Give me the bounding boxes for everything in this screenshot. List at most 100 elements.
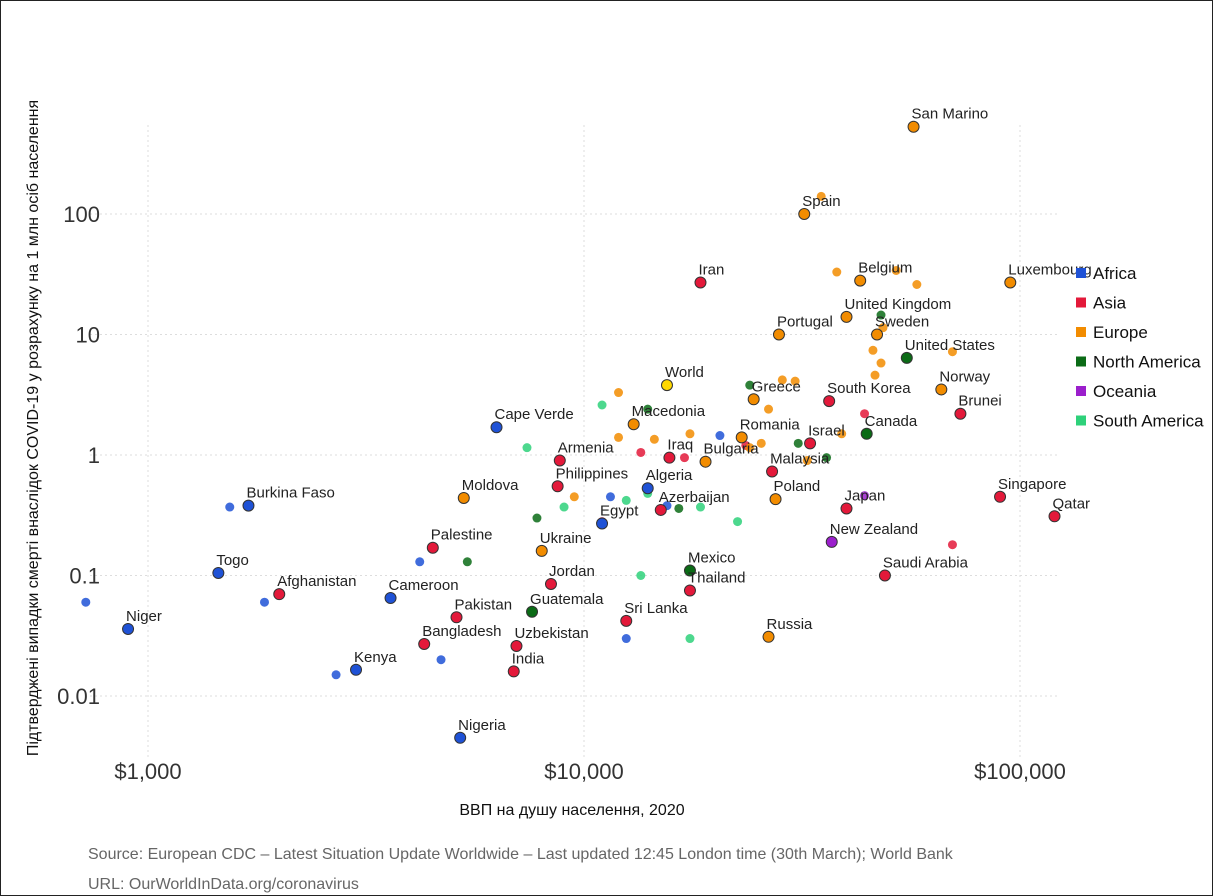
data-point [854,274,867,287]
point-label: Afghanistan [277,573,356,590]
data-point [122,622,135,635]
y-tick-label: 1 [88,443,100,468]
data-point [654,503,667,516]
point-label: Moldova [462,477,519,494]
point-label: Japan [844,487,885,504]
x-tick-label: $10,000 [544,759,624,784]
data-point [81,597,91,607]
point-label: Israel [808,422,845,439]
point-label: New Zealand [830,521,918,538]
point-label: Romania [740,416,801,433]
data-point [621,495,631,505]
data-point [614,388,624,398]
point-label: Guatemala [530,591,604,608]
data-point [426,541,439,554]
data-point [695,502,705,512]
data-point [643,404,653,414]
data-point [569,492,579,502]
source-note: Source: European CDC – Latest Situation … [88,846,953,863]
y-tick-labels: 0.01 0.1 1 10 100 [57,202,100,709]
data-point [764,404,774,414]
data-point [935,383,948,396]
data-point [621,634,631,644]
y-tick-label: 10 [76,323,100,348]
point-label: Kenya [354,649,397,666]
data-point [777,375,787,385]
point-label: Singapore [998,476,1066,493]
data-point [490,421,503,434]
point-label: Egypt [600,503,639,520]
point-label: World [665,364,704,381]
data-point [685,634,695,644]
point-label: Thailand [688,570,746,587]
point-labels: San Marino Spain Iran Belgium Luxembourg Unit… [126,106,1092,734]
data-point [840,502,853,515]
data-point [823,395,836,408]
point-label: Sri Lanka [624,600,688,617]
y-tick-label: 0.01 [57,684,100,709]
data-point [649,434,659,444]
data-point [685,429,695,439]
data-point [259,597,269,607]
point-label: Poland [774,478,821,495]
point-label: Azerbaijan [659,489,730,506]
point-label: Norway [939,368,990,385]
data-point [620,614,633,627]
data-point [436,655,446,665]
data-point [544,578,557,591]
data-point [868,345,878,355]
data-point [553,454,566,467]
data-point [715,431,725,441]
data-point [871,328,884,341]
data-point [912,279,922,289]
data-point [802,456,812,466]
data-point [535,544,548,557]
point-label: United Kingdom [844,296,951,313]
point-label: Malaysia [770,450,830,467]
data-point [462,557,472,567]
point-label: Portugal [777,314,833,331]
point-label: Ukraine [540,530,592,547]
y-tick-label: 100 [63,202,100,227]
data-point [510,639,523,652]
data-point [994,490,1007,503]
data-point [947,347,957,357]
data-point [860,409,870,419]
point-label: Belgium [858,260,912,277]
point-label: Bangladesh [422,623,501,640]
point-label: Philippines [556,465,629,482]
point-label: Saudi Arabia [883,555,969,572]
data-point [745,380,755,390]
data-point [745,443,755,453]
data-point [605,492,615,502]
legend-label: Africa [1093,264,1137,283]
data-point [683,584,696,597]
data-point [350,663,363,676]
data-point [507,665,520,678]
data-point [522,443,532,453]
point-label: Armenia [558,440,615,457]
data-point [596,517,609,530]
data-point [450,611,463,624]
data-point [947,540,957,550]
data-point [793,438,803,448]
data-point [804,437,817,450]
grid [90,125,1060,760]
data-point [457,491,470,504]
x-tick-labels: $1,000 $10,000 $100,000 [114,759,1066,784]
point-label: Luxembourg [1008,262,1091,279]
point-label: Sweden [875,314,929,331]
data-point [212,566,225,579]
legend-swatch [1076,356,1086,367]
data-point [663,451,676,464]
point-label: Russia [767,616,814,633]
data-point [597,400,607,410]
data-point [683,564,696,577]
data-point [331,670,341,680]
data-point [551,480,564,493]
data-point [636,571,646,580]
point-label: Iraq [667,437,693,454]
data-point [816,191,826,201]
data-point [860,427,873,440]
point-label: Jordan [549,563,595,580]
